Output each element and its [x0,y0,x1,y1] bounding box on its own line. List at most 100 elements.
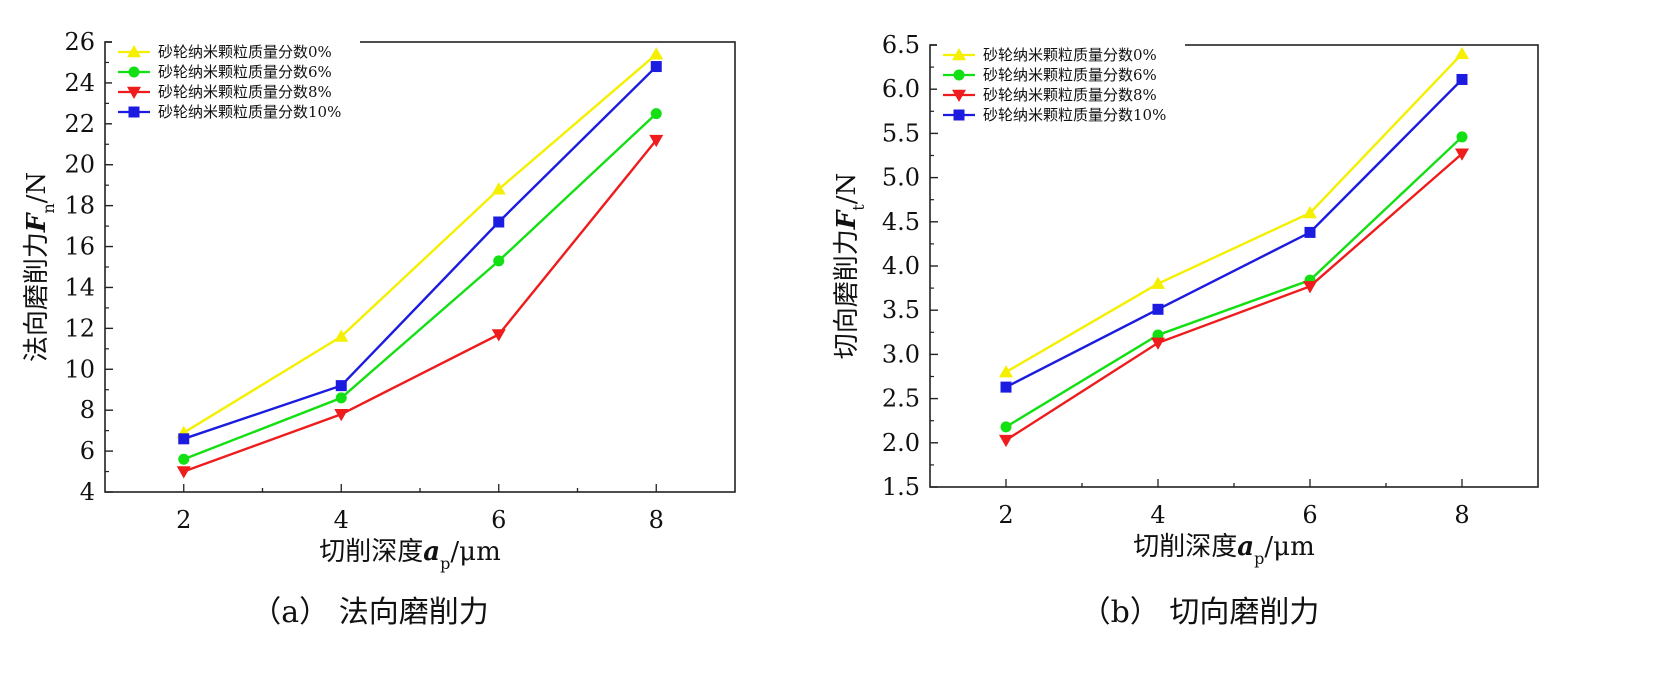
chart-tangential-force: 1.5 2.0 2.5 3.0 3.5 4.0 4.5 5.0 5.5 6.0 6.5 2 4 6 8 切削深… [832,31,1539,630]
x-tick-label: 2 [998,501,1013,529]
y-axis-label-sub: t [849,204,868,211]
data-point [493,255,505,267]
y-tick-label: 16 [64,233,95,261]
x-axis-label-var: a [423,537,440,567]
data-point [1455,148,1469,161]
legend-label: 砂轮纳米颗粒质量分数8% [983,86,1157,104]
y-tick-label: 3.0 [882,340,920,368]
y-tick-label: 26 [64,28,95,56]
legend-marker [952,48,966,61]
legend-marker [128,106,140,118]
x-axis-label-unit: /μm [450,537,500,567]
data-point [999,434,1013,448]
series-line [1005,53,1463,374]
legend-marker [128,66,140,78]
y-tick-label: 4.0 [882,252,920,280]
x-axis-label-sub: p [1254,549,1264,568]
x-axis-label-sub: p [440,554,450,573]
data-point [649,47,664,60]
data-point [650,61,662,73]
y-tick-label: 18 [64,192,95,220]
figure-caption: （a） 法向磨削力 [251,595,488,630]
y-tick-label: 2.5 [882,385,920,413]
x-tick-label: 6 [1302,501,1317,529]
x-tick-label: 2 [176,506,191,534]
data-point [491,329,506,342]
legend-marker [952,89,966,102]
y-tick-label: 5.0 [882,164,920,192]
y-tick-label: 4.5 [882,208,920,236]
x-axis-label-main: 切削深度 [319,537,423,567]
legend-label: 砂轮纳米颗粒质量分数10% [158,103,341,121]
x-axis-label-unit: /μm [1264,532,1314,562]
y-tick-label: 22 [64,110,95,138]
series-3 [1000,73,1468,393]
legend-background [937,43,1185,131]
x-tick-label: 8 [1454,501,1469,529]
data-point [1151,276,1165,289]
legend-label: 砂轮纳米颗粒质量分数6% [158,63,332,81]
series-line [1005,136,1463,428]
y-tick-label: 8 [80,396,95,424]
x-axis-label: 切削深度ap/μm [319,537,500,573]
y-tick-label: 20 [64,151,95,179]
legend-background [112,40,360,128]
data-point [334,409,349,422]
series-0 [999,46,1469,378]
legend: 砂轮纳米颗粒质量分数0% 砂轮纳米颗粒质量分数6% 砂轮纳米颗粒质量分数8% 砂轮纳米… [112,40,360,128]
series-1 [1000,131,1468,433]
series-line [183,65,658,440]
y-tick-label: 6 [80,437,95,465]
legend-label: 砂轮纳米颗粒质量分数6% [983,66,1157,84]
legend-marker [953,109,965,121]
data-point [1000,381,1012,393]
legend: 砂轮纳米颗粒质量分数0% 砂轮纳米颗粒质量分数6% 砂轮纳米颗粒质量分数8% 砂轮纳米… [937,43,1185,131]
x-axis-label-main: 切削深度 [1133,532,1237,562]
y-tick-label: 5.5 [882,119,920,147]
y-tick-label: 24 [64,69,95,97]
data-point [1151,337,1165,350]
data-point [493,216,505,228]
legend-label: 砂轮纳米颗粒质量分数10% [983,106,1166,124]
legend-label: 砂轮纳米颗粒质量分数0% [158,43,332,61]
legend-marker [953,69,965,81]
data-point [491,182,506,195]
y-tick-label: 14 [64,273,95,301]
y-axis-label-sub: n [39,203,58,213]
series-2 [999,148,1469,448]
data-point [1303,205,1317,219]
series-1 [178,108,662,465]
y-tick-label: 12 [64,314,95,342]
legend-marker [127,86,141,99]
data-point [178,453,190,465]
data-point [335,380,347,392]
y-axis-label-main: 法向磨削力 [22,232,52,362]
data-point [1455,46,1469,60]
data-point [1152,303,1164,315]
legend-label: 砂轮纳米颗粒质量分数8% [158,83,332,101]
data-point [335,392,347,404]
y-axis-label-unit: /N [832,173,862,205]
series-line [1005,78,1463,389]
y-tick-label: 6.5 [882,31,920,59]
x-tick-label: 8 [649,506,664,534]
data-point [1456,73,1468,85]
series-line [183,112,658,461]
series-2 [176,134,664,479]
y-axis-label-var: F [22,212,52,233]
y-tick-label: 6.0 [882,75,920,103]
data-point [178,433,190,445]
y-axis-label: 切向磨削力Ft/N [832,173,868,359]
y-tick-label: 4 [80,478,95,506]
x-tick-label: 4 [334,506,349,534]
data-point [650,108,662,120]
data-point [1456,131,1468,143]
y-axis-label: 法向磨削力Fn/N [22,172,58,362]
series-line [183,53,658,434]
legend-label: 砂轮纳米颗粒质量分数0% [983,46,1157,64]
x-tick-label: 6 [491,506,506,534]
data-point [999,365,1013,378]
y-tick-label: 2.0 [882,429,920,457]
data-point [1000,421,1012,433]
